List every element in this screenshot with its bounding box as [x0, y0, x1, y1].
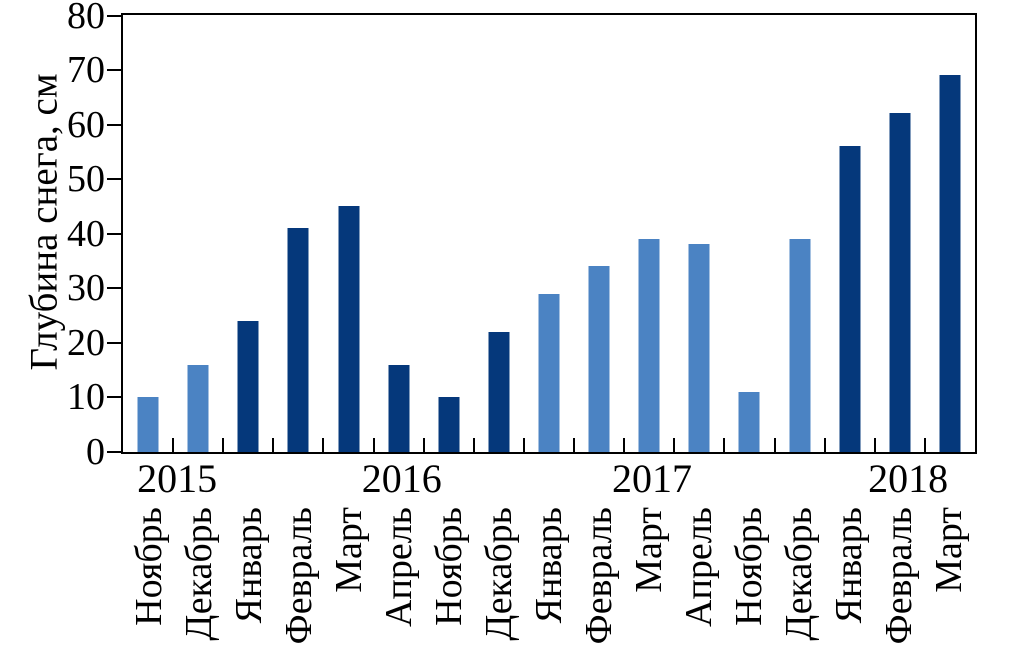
x-axis-minor-tick	[272, 438, 275, 452]
x-axis-minor-tick	[723, 438, 726, 452]
month-label-text: Февраль	[277, 507, 320, 645]
x-axis-minor-tick	[372, 438, 375, 452]
x-axis-year-label-2015: 2015	[137, 456, 218, 501]
bar-ноябрь-2016	[438, 397, 460, 452]
month-label-text: Ноябрь	[127, 507, 170, 626]
month-label-text: Декабрь	[477, 507, 520, 641]
bar-декабрь-2017	[789, 238, 811, 452]
month-label-text: Декабрь	[778, 507, 821, 641]
month-label-text: Январь	[828, 507, 871, 624]
x-axis-minor-tick	[673, 438, 676, 452]
month-label-text: Апрель	[377, 507, 420, 627]
bar-декабрь-2015	[187, 364, 209, 452]
month-label-text: Февраль	[878, 507, 921, 645]
month-label-text: Ноябрь	[728, 507, 771, 626]
bar-январь-2017	[538, 293, 560, 452]
x-axis-minor-tick	[422, 438, 425, 452]
y-axis-tick-50	[107, 178, 121, 180]
month-label-text: Декабрь	[177, 507, 220, 641]
x-axis-minor-tick	[823, 438, 826, 452]
x-axis-minor-tick	[222, 438, 225, 452]
bar-февраль-2017	[588, 266, 610, 452]
plot-area	[121, 13, 977, 454]
x-axis-minor-tick	[873, 438, 876, 452]
bar-февраль-2016	[287, 228, 309, 452]
bar-январь-2018	[839, 146, 861, 452]
y-axis-tick-10	[107, 396, 121, 398]
bar-март-2018	[939, 75, 961, 452]
y-axis-tick-70	[107, 69, 121, 71]
bar-март-2016	[338, 206, 360, 452]
month-label-text: Январь	[227, 507, 270, 624]
month-label-text: Февраль	[578, 507, 621, 645]
bar-ноябрь-2017	[738, 391, 760, 452]
x-axis-year-label-2016: 2016	[361, 456, 442, 501]
y-axis-tick-30	[107, 287, 121, 289]
month-label-text: Март	[628, 507, 671, 593]
y-axis-tick-20	[107, 341, 121, 344]
month-label-text: Март	[928, 507, 971, 593]
bar-апрель-2017	[688, 244, 710, 452]
y-axis-tick-label-80: 80	[67, 0, 105, 37]
bar-декабрь-2016	[488, 331, 510, 452]
bar-февраль-2018	[889, 113, 911, 452]
y-axis-tick-80	[107, 14, 121, 17]
y-axis-tick-0	[107, 450, 121, 453]
y-axis-tick-60	[107, 123, 121, 126]
x-axis-minor-tick	[623, 438, 626, 452]
x-axis-minor-tick	[522, 438, 525, 452]
x-axis-year-label-2017: 2017	[611, 456, 692, 501]
bar-ноябрь-2015	[137, 397, 159, 452]
y-axis-tick-label-10: 10	[67, 376, 105, 418]
month-label-text: Январь	[528, 507, 570, 624]
x-axis-minor-tick	[923, 438, 926, 452]
bar-март-2017	[638, 238, 660, 452]
x-axis-minor-tick	[573, 438, 576, 452]
x-axis-year-label-2018: 2018	[868, 456, 949, 501]
y-axis-tick-40	[107, 232, 121, 235]
x-axis-minor-tick	[322, 438, 325, 452]
bar-апрель-2016	[388, 364, 410, 452]
month-label-text: Апрель	[678, 507, 721, 627]
month-label-text: Март	[327, 507, 370, 593]
x-axis-minor-tick	[472, 438, 475, 452]
y-axis-tick-label-0: 0	[86, 430, 105, 473]
x-axis-minor-tick	[172, 438, 175, 452]
month-label-text: Ноябрь	[427, 507, 470, 626]
bar-январь-2016	[237, 320, 259, 452]
x-axis-minor-tick	[773, 438, 776, 452]
y-axis-title: Глубина снега, см	[22, 73, 66, 371]
